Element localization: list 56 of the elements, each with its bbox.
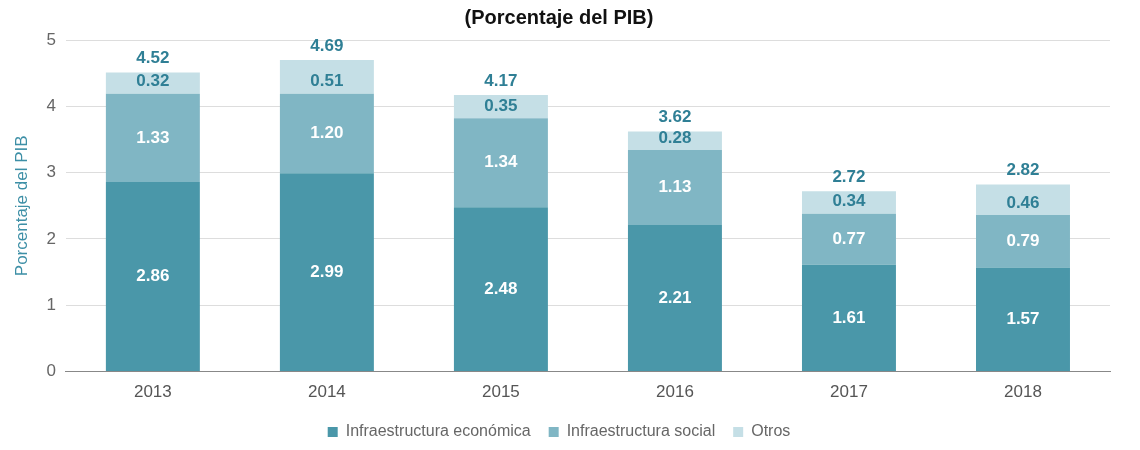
legend-label: Otros bbox=[751, 422, 791, 440]
data-label: 1.34 bbox=[484, 152, 518, 172]
data-label: 0.51 bbox=[310, 71, 344, 91]
x-tick-label: 2013 bbox=[133, 382, 172, 402]
y-axis-title: Porcentaje del PIB bbox=[11, 135, 31, 277]
y-tick-label: 4 bbox=[46, 96, 56, 116]
y-tick-label: 1 bbox=[46, 294, 56, 314]
bar bbox=[279, 93, 374, 174]
y-tick-label: 0 bbox=[46, 361, 56, 381]
x-tick-label: 2016 bbox=[656, 382, 694, 402]
x-tick-label: 2014 bbox=[307, 382, 346, 402]
data-label: 2.21 bbox=[658, 287, 692, 307]
y-tick-label: 5 bbox=[46, 29, 56, 49]
legend-label: Infraestructura económica bbox=[345, 422, 531, 440]
bar bbox=[976, 267, 1070, 372]
bar bbox=[279, 59, 374, 94]
x-tick-label: 2018 bbox=[1004, 382, 1042, 402]
total-label: 2.72 bbox=[832, 166, 866, 186]
y-tick-label: 2 bbox=[46, 228, 56, 248]
bar bbox=[801, 213, 896, 265]
bar bbox=[453, 207, 548, 372]
data-label: 0.46 bbox=[1006, 192, 1040, 212]
bar bbox=[105, 181, 200, 372]
y-tick-label: 3 bbox=[46, 162, 56, 182]
total-label: 4.17 bbox=[484, 70, 518, 90]
total-label: 3.62 bbox=[658, 107, 692, 127]
data-label: 0.28 bbox=[658, 127, 692, 147]
data-label: 0.77 bbox=[832, 228, 866, 248]
bar bbox=[976, 215, 1070, 268]
data-label: 1.20 bbox=[310, 123, 344, 143]
bar bbox=[801, 191, 896, 214]
total-label: 4.69 bbox=[310, 35, 344, 55]
data-label: 0.32 bbox=[136, 71, 170, 91]
data-label: 2.48 bbox=[484, 278, 518, 298]
total-label: 4.52 bbox=[136, 48, 170, 68]
bar bbox=[105, 93, 200, 182]
bar bbox=[453, 118, 548, 208]
bar bbox=[801, 264, 896, 372]
data-label: 2.99 bbox=[310, 261, 344, 281]
x-tick-label: 2017 bbox=[830, 382, 868, 402]
data-label: 0.34 bbox=[832, 191, 867, 211]
bar bbox=[105, 72, 200, 94]
bar bbox=[627, 150, 722, 226]
data-label: 1.57 bbox=[1006, 308, 1040, 328]
data-label: 1.13 bbox=[658, 177, 692, 197]
data-label: 0.35 bbox=[484, 95, 518, 115]
data-label: 2.86 bbox=[136, 266, 170, 286]
data-label: 1.33 bbox=[136, 127, 170, 147]
x-tick-label: 2015 bbox=[482, 382, 520, 402]
chart-title: (Porcentaje del PIB) bbox=[464, 5, 654, 28]
bar bbox=[279, 173, 374, 372]
data-label: 0.79 bbox=[1006, 230, 1040, 250]
total-label: 2.82 bbox=[1006, 160, 1040, 180]
legend-label: Infraestructura social bbox=[566, 422, 716, 440]
data-label: 1.61 bbox=[832, 307, 866, 327]
bar bbox=[627, 225, 722, 372]
